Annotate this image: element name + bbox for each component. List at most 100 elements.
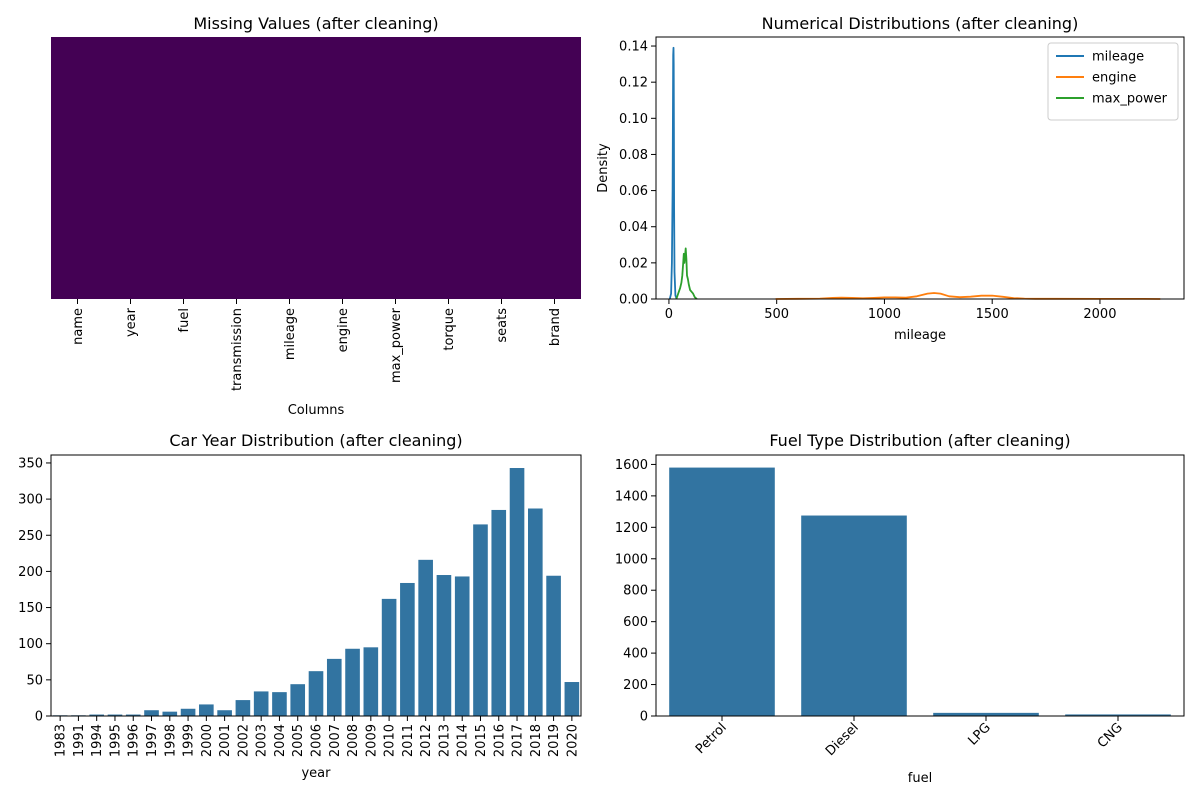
- year-bar: [235, 700, 251, 716]
- year-x-tick-label: 2011: [401, 724, 416, 757]
- year-bar: [345, 648, 360, 716]
- year-bar: [272, 692, 287, 716]
- year-x-tick-label: 2006: [310, 724, 325, 757]
- heatmap-x-tick-label: torque: [442, 308, 457, 351]
- kde-axis-ticks: 0 500 1000 1500 2000 0.00 0.02 0.04 0.06 0.08 0.10…: [619, 40, 1116, 322]
- heatmap-x-tick-label: seats: [495, 308, 510, 343]
- year-y-tick-label: 50: [26, 673, 43, 688]
- fuel-bar: [669, 467, 775, 716]
- year-x-tick-label: 2001: [218, 724, 233, 757]
- kde-x-tick-label: 0: [665, 307, 673, 322]
- kde-line-mileage: [668, 46, 678, 300]
- year-x-tick-label: 2002: [236, 724, 251, 757]
- year-x-tick-label: 2017: [511, 724, 526, 757]
- year-x-tick-label: 2003: [255, 724, 270, 757]
- kde-x-tick-label: 1000: [868, 307, 901, 322]
- year-x-tick-label: 1995: [108, 724, 123, 757]
- fuel-y-tick-label: 800: [623, 584, 648, 599]
- year-bar: [144, 710, 159, 716]
- fuel-bars: [669, 467, 1171, 716]
- fuel-x-axis-label: fuel: [908, 771, 932, 786]
- year-y-tick-label: 0: [35, 710, 43, 725]
- year-x-tick-label: 1994: [90, 724, 105, 757]
- year-chart-title: Car Year Distribution (after cleaning): [169, 431, 462, 450]
- year-bar: [454, 576, 470, 716]
- heatmap-x-tick-label: brand: [548, 308, 563, 346]
- year-x-tick-label: 2018: [529, 724, 544, 757]
- year-bar: [326, 658, 342, 716]
- kde-x-tick-label: 500: [764, 307, 789, 322]
- fuel-bar: [801, 515, 907, 716]
- year-x-tick-label: 2007: [328, 724, 343, 757]
- kde-y-tick-label: 0.14: [619, 40, 648, 55]
- year-x-tick-label: 1997: [145, 724, 160, 757]
- year-x-tick-label: 1998: [163, 724, 178, 757]
- kde-line-max-power: [675, 247, 698, 300]
- year-bar: [400, 582, 415, 716]
- year-bar: [418, 559, 433, 716]
- kde-x-axis-label: mileage: [894, 328, 946, 343]
- year-y-tick-label: 150: [18, 601, 43, 616]
- year-y-tick-label: 250: [18, 529, 43, 544]
- year-x-tick-label: 2016: [492, 724, 507, 757]
- year-x-tick-label: 2015: [474, 724, 489, 757]
- heatmap-x-tick-label: transmission: [230, 308, 245, 391]
- year-bar: [564, 682, 580, 716]
- year-x-tick-label: 2008: [346, 724, 361, 757]
- fuel-bar: [1065, 714, 1171, 716]
- year-bar: [162, 711, 178, 716]
- fuel-bar: [933, 712, 1039, 716]
- year-x-tick-label: 2012: [419, 724, 434, 757]
- year-x-tick-label: 1991: [72, 724, 87, 757]
- kde-y-tick-label: 0.04: [619, 220, 648, 235]
- fuel-y-tick-label: 600: [623, 615, 648, 630]
- fuel-y-tick-label: 1600: [615, 458, 648, 473]
- kde-legend-label: engine: [1092, 71, 1136, 86]
- fuel-chart-title: Fuel Type Distribution (after cleaning): [769, 431, 1070, 450]
- heatmap-cells: [51, 37, 581, 299]
- kde-x-tick-label: 2000: [1083, 307, 1116, 322]
- year-bar: [308, 671, 324, 716]
- kde-title: Numerical Distributions (after cleaning): [762, 14, 1079, 33]
- kde-y-axis-label: Density: [596, 143, 611, 193]
- year-axis-ticks: 1983 1991 1994 1995 1996 1997 1998 1999 2000 2001…: [18, 456, 580, 757]
- year-bar: [290, 684, 306, 716]
- year-bar: [107, 714, 123, 716]
- kde-x-tick-label: 1500: [976, 307, 1009, 322]
- fuel-x-tick-label: CNG: [1095, 720, 1126, 751]
- kde-y-tick-label: 0.02: [619, 256, 648, 271]
- year-bar: [436, 575, 452, 716]
- year-bar: [125, 714, 141, 716]
- year-bar: [528, 508, 543, 716]
- heatmap-x-tick-label: max_power: [389, 307, 404, 383]
- kde-y-tick-label: 0.10: [619, 112, 648, 127]
- kde-legend-label: max_power: [1092, 92, 1168, 107]
- year-bar: [546, 575, 561, 716]
- year-bar: [89, 714, 104, 716]
- kde-legend: mileage engine max_power: [1047, 42, 1179, 121]
- year-x-tick-label: 2009: [364, 724, 379, 757]
- fuel-y-tick-label: 1200: [615, 521, 648, 536]
- fuel-x-tick-label: Diesel: [823, 720, 862, 759]
- fuel-y-tick-label: 1400: [615, 489, 648, 504]
- year-bar: [473, 524, 488, 716]
- kde-y-tick-label: 0.08: [619, 148, 648, 163]
- year-bar: [381, 598, 397, 716]
- year-bars: [52, 468, 580, 716]
- missing-values-heatmap: Missing Values (after cleaning) name year…: [51, 14, 581, 418]
- year-x-tick-label: 2004: [273, 724, 288, 757]
- year-y-tick-label: 350: [18, 456, 43, 471]
- year-x-tick-label: 2014: [456, 724, 471, 757]
- year-bar: [217, 710, 232, 716]
- heatmap-x-axis-label: Columns: [288, 403, 345, 418]
- year-bar: [180, 708, 196, 716]
- year-bar: [509, 468, 525, 716]
- year-x-tick-label: 1996: [127, 724, 142, 757]
- year-x-tick-label: 2013: [437, 724, 452, 757]
- year-bar: [199, 704, 214, 716]
- heatmap-x-tick-label: mileage: [283, 308, 298, 360]
- heatmap-x-tick-label: engine: [336, 308, 351, 352]
- kde-frame: [655, 36, 1185, 300]
- year-x-tick-label: 2010: [383, 724, 398, 757]
